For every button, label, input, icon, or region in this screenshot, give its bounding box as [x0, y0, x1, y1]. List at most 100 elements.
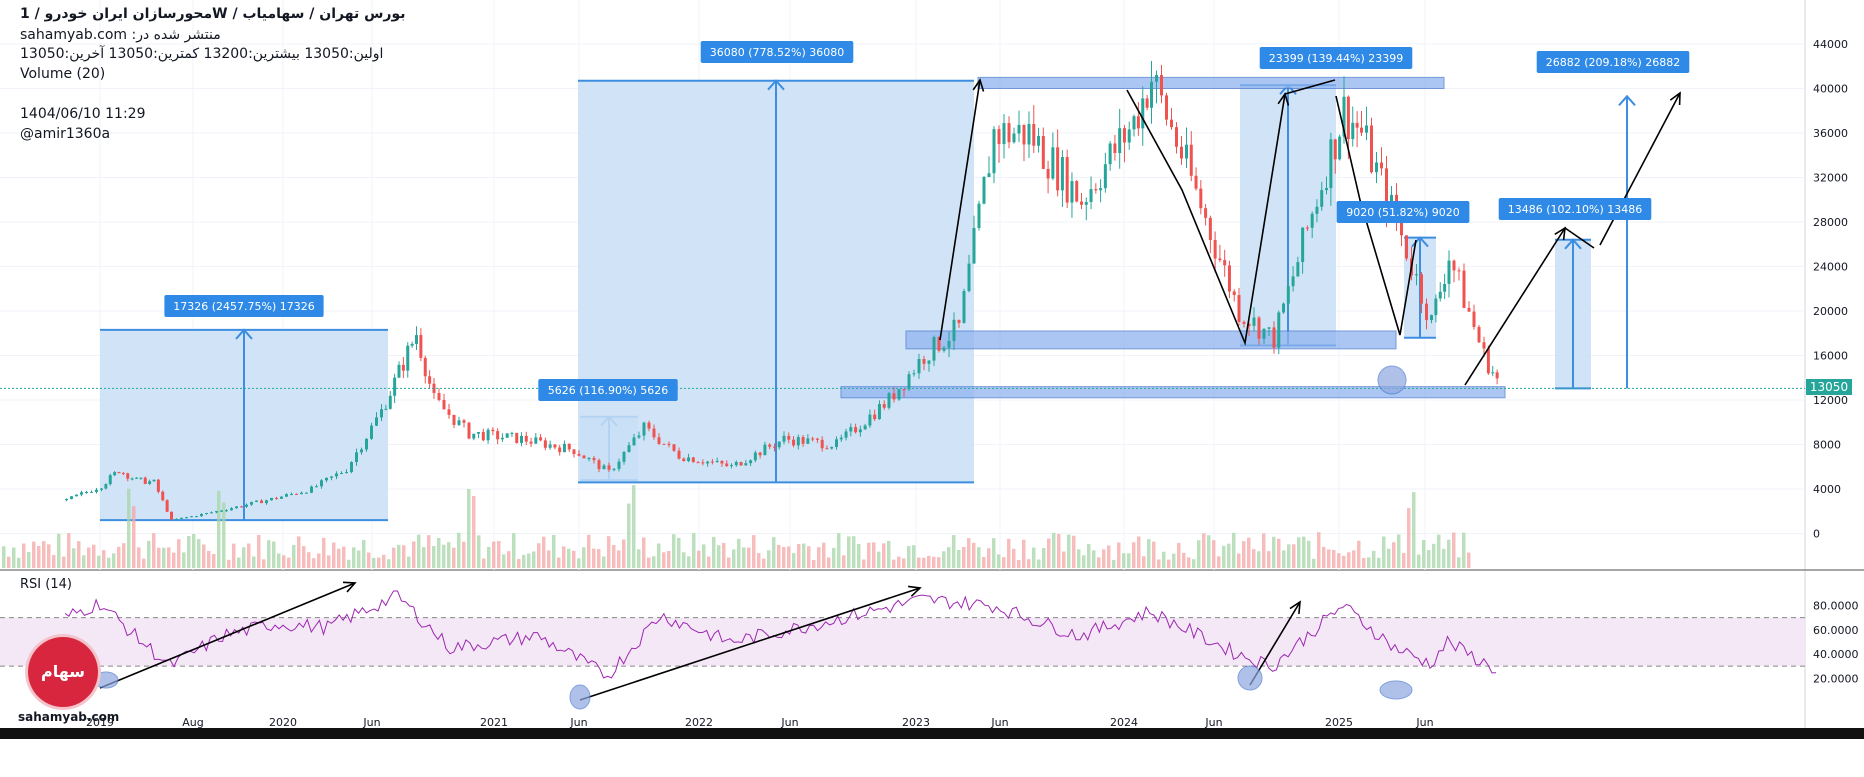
volume-bar	[312, 558, 316, 568]
candle-body	[240, 506, 243, 508]
volume-bar	[157, 547, 161, 568]
support-zone	[840, 386, 1506, 399]
volume-bar	[1427, 550, 1431, 568]
measure-label: 13486 (102.10%) 13486	[1508, 203, 1643, 216]
candle-body	[117, 472, 121, 474]
rsi-highlight	[1237, 665, 1263, 691]
candle-body	[1122, 128, 1126, 143]
measure-label: 9020 (51.82%) 9020	[1346, 206, 1460, 219]
candle-body	[447, 409, 451, 415]
volume-bar	[1222, 545, 1226, 568]
volume-bar	[277, 553, 281, 568]
candle-body	[1199, 188, 1203, 209]
volume-bar	[432, 546, 436, 568]
volume-bar	[1102, 549, 1106, 568]
candle-body	[260, 500, 263, 504]
volume-bar	[72, 548, 76, 568]
volume-bar	[1017, 559, 1021, 568]
candle-body	[335, 473, 338, 477]
volume-bar	[1047, 538, 1051, 568]
candle-body	[1415, 274, 1418, 276]
volume-bar	[457, 532, 461, 568]
volume-bar	[1027, 559, 1031, 568]
volume-bar	[1257, 551, 1261, 568]
volume-bar	[1377, 557, 1381, 568]
candle-body	[165, 500, 169, 512]
candle-body	[255, 500, 258, 502]
candle-body	[677, 450, 681, 459]
volume-bar	[932, 556, 936, 568]
price-tick-label: 8000	[1813, 439, 1841, 452]
candle-body	[270, 497, 273, 501]
volume-bar	[712, 536, 716, 568]
volume-bar	[562, 546, 566, 568]
candle-body	[597, 460, 601, 470]
volume-bar	[547, 550, 551, 568]
volume-bar	[647, 557, 651, 568]
volume-bar	[837, 533, 841, 568]
candle-body	[1385, 168, 1388, 212]
volume-bar	[132, 506, 136, 568]
volume-bar	[622, 539, 626, 568]
volume-bar	[227, 559, 231, 568]
candle-body	[932, 337, 936, 361]
volume-bar	[532, 551, 536, 568]
candle-body	[811, 438, 815, 440]
volume-bar	[37, 546, 41, 568]
candle-body	[315, 486, 318, 488]
candle-body	[858, 429, 862, 433]
candle-body	[80, 492, 83, 495]
chart-svg[interactable]: 0 4000 8000 12000 16000 20000 24000 28000 32000 3…	[0, 0, 1864, 739]
candle-body	[170, 511, 173, 520]
candle-body	[957, 319, 961, 323]
candle-body	[496, 431, 500, 440]
volume-bar	[1347, 552, 1351, 568]
candle-body	[481, 432, 485, 441]
candle-body	[749, 460, 753, 464]
candle-body	[95, 489, 98, 492]
candle-body	[1346, 96, 1350, 140]
volume-bar	[1192, 559, 1196, 568]
candle-body	[725, 463, 729, 466]
volume-bar	[192, 534, 196, 568]
volume-bar	[1042, 547, 1046, 568]
trend-arrow	[1335, 95, 1417, 336]
volume-bar	[1212, 540, 1216, 568]
volume-bar	[467, 488, 471, 568]
volume-bar	[872, 542, 876, 568]
candle-body	[534, 437, 538, 444]
volume-bar	[1142, 556, 1146, 568]
volume-bar	[342, 546, 346, 568]
volume-bar	[222, 502, 226, 568]
candle-body	[730, 465, 733, 467]
candle-body	[877, 404, 881, 420]
candle-body	[1262, 328, 1266, 339]
candle-body	[582, 455, 586, 459]
volume-bar	[357, 550, 361, 568]
volume-bar	[947, 547, 951, 568]
volume-bar	[377, 557, 381, 568]
candle-body	[108, 475, 112, 485]
volume-bar	[1387, 548, 1391, 568]
candle-body	[637, 435, 641, 438]
volume-bar	[1397, 534, 1401, 568]
volume-bar	[1307, 540, 1311, 568]
candle-body	[205, 513, 208, 515]
candle-body	[1070, 181, 1074, 203]
price-tick-label: 24000	[1813, 261, 1848, 274]
candle-body	[156, 479, 160, 492]
candle-body	[467, 422, 471, 439]
candle-body	[235, 506, 238, 509]
volume-bar	[832, 547, 836, 568]
volume-bar	[1287, 544, 1291, 568]
candle-body	[1447, 260, 1451, 284]
arrow-head	[972, 78, 985, 92]
candle-body	[1257, 317, 1261, 339]
volume-bar	[1267, 551, 1271, 568]
candle-body	[1213, 239, 1217, 259]
volume-bar	[1312, 558, 1316, 568]
candle-body	[873, 414, 877, 420]
time-tick-label: 2024	[1110, 716, 1138, 729]
candle-body	[1486, 348, 1490, 374]
candle-body	[997, 129, 1001, 145]
